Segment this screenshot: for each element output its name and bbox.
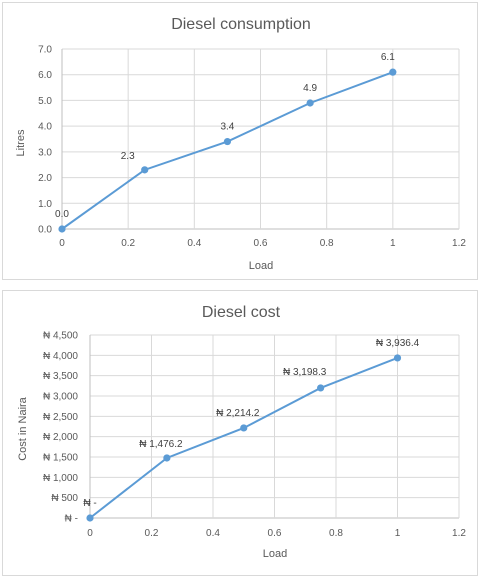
data-label: 3.4 xyxy=(220,122,234,133)
y-axis-label: Cost in Naira xyxy=(17,396,29,460)
y-tick-label: ₦ 500 xyxy=(51,493,78,504)
chart-title: Diesel cost xyxy=(202,304,281,321)
y-axis-label: Litres xyxy=(15,129,27,156)
y-tick-label: 0.0 xyxy=(38,225,52,236)
data-label: 2.3 xyxy=(121,151,135,162)
data-point xyxy=(58,225,66,233)
data-label: 0.0 xyxy=(55,209,69,220)
x-axis-label: Load xyxy=(263,548,287,560)
x-axis-label: Load xyxy=(249,260,273,272)
x-tick-label: 0 xyxy=(87,528,93,539)
x-tick-label: 0.6 xyxy=(268,528,282,539)
x-tick-label: 0.8 xyxy=(320,238,334,249)
chart-diesel-consumption-svg: Diesel consumption Load Litres 0.01.02.0… xyxy=(15,16,466,272)
x-tick-label: 1.2 xyxy=(452,528,466,539)
y-tick-label: ₦ 4,500 xyxy=(43,331,78,342)
data-point xyxy=(393,354,402,362)
data-label: ₦ 2,214.2 xyxy=(216,408,260,419)
data-point xyxy=(86,514,94,522)
x-tick-label: 0.6 xyxy=(254,238,268,249)
data-point xyxy=(141,166,149,174)
x-tick-label: 0.4 xyxy=(206,528,220,539)
y-tick-label: 6.0 xyxy=(38,70,52,81)
chart-diesel-consumption: Diesel consumption Load Litres 0.0 1.0 2.0… xyxy=(2,2,478,280)
data-point xyxy=(163,454,171,462)
gridlines xyxy=(89,334,460,519)
chart-diesel-cost: Diesel cost Load Cost in Naira ₦ - ₦ 500 ₦… xyxy=(2,290,478,576)
data-point xyxy=(240,424,248,432)
data-label: ₦ 1,476.2 xyxy=(139,439,183,450)
y-tick-label: 1.0 xyxy=(38,199,52,210)
data-label: 6.1 xyxy=(381,52,395,63)
y-tick-label: ₦ 4,000 xyxy=(43,351,78,362)
data-label: ₦ 3,936.4 xyxy=(376,338,420,349)
y-tick-label: 2.0 xyxy=(38,173,52,184)
y-tick-label: 3.0 xyxy=(38,147,52,158)
x-tick-label: 1.2 xyxy=(452,238,466,249)
y-tick-label: 7.0 xyxy=(38,45,52,56)
y-tick-label: ₦ 2,000 xyxy=(43,432,78,443)
x-tick-label: 0.4 xyxy=(187,238,201,249)
x-tick-label: 0.2 xyxy=(121,238,135,249)
x-tick-label: 0 xyxy=(59,238,65,249)
x-tick-label: 1 xyxy=(390,238,396,249)
data-point xyxy=(306,99,314,107)
x-tick-label: 0.8 xyxy=(329,528,343,539)
x-tick-label: 0.2 xyxy=(145,528,159,539)
chart-title: Diesel consumption xyxy=(171,16,311,33)
y-tick-label: ₦ - xyxy=(65,514,78,525)
y-tick-label: ₦ 3,500 xyxy=(43,371,78,382)
data-label: 4.9 xyxy=(303,83,317,94)
data-label: ₦ - xyxy=(83,498,96,509)
chart-diesel-cost-svg: Diesel cost Load Cost in Naira ₦ - ₦ 500 ₦… xyxy=(17,304,466,560)
y-tick-label: 5.0 xyxy=(38,96,52,107)
x-tick-label: 1 xyxy=(395,528,401,539)
y-tick-label: ₦ 3,000 xyxy=(43,392,78,403)
gridlines xyxy=(61,48,460,230)
y-tick-label: ₦ 1,000 xyxy=(43,473,78,484)
data-label: ₦ 3,198.3 xyxy=(283,367,327,378)
data-point xyxy=(389,68,397,76)
data-point xyxy=(223,137,232,146)
y-tick-label: ₦ 2,500 xyxy=(43,412,78,423)
data-point xyxy=(317,384,325,392)
y-tick-label: 4.0 xyxy=(38,122,52,133)
y-tick-label: ₦ 1,500 xyxy=(43,453,78,464)
series-line xyxy=(61,71,394,230)
series-line xyxy=(89,356,398,519)
